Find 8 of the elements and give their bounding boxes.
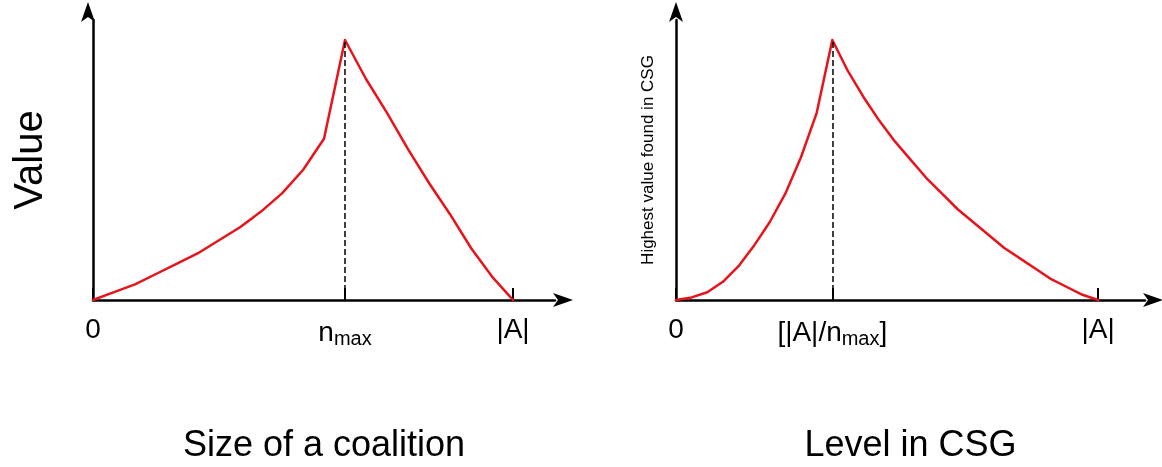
- x-tick-label: |A|: [1081, 312, 1115, 344]
- y-axis-title: Highest value found in CSG: [638, 55, 657, 265]
- y-axis-title: Value: [6, 110, 50, 210]
- x-tick-label: 0: [668, 312, 684, 344]
- x-tick-label: 0: [85, 312, 101, 344]
- x-axis-title: Level in CSG: [804, 422, 1017, 464]
- x-tick-label: |A|: [496, 312, 530, 344]
- x-axis-title: Size of a coalition: [182, 422, 466, 464]
